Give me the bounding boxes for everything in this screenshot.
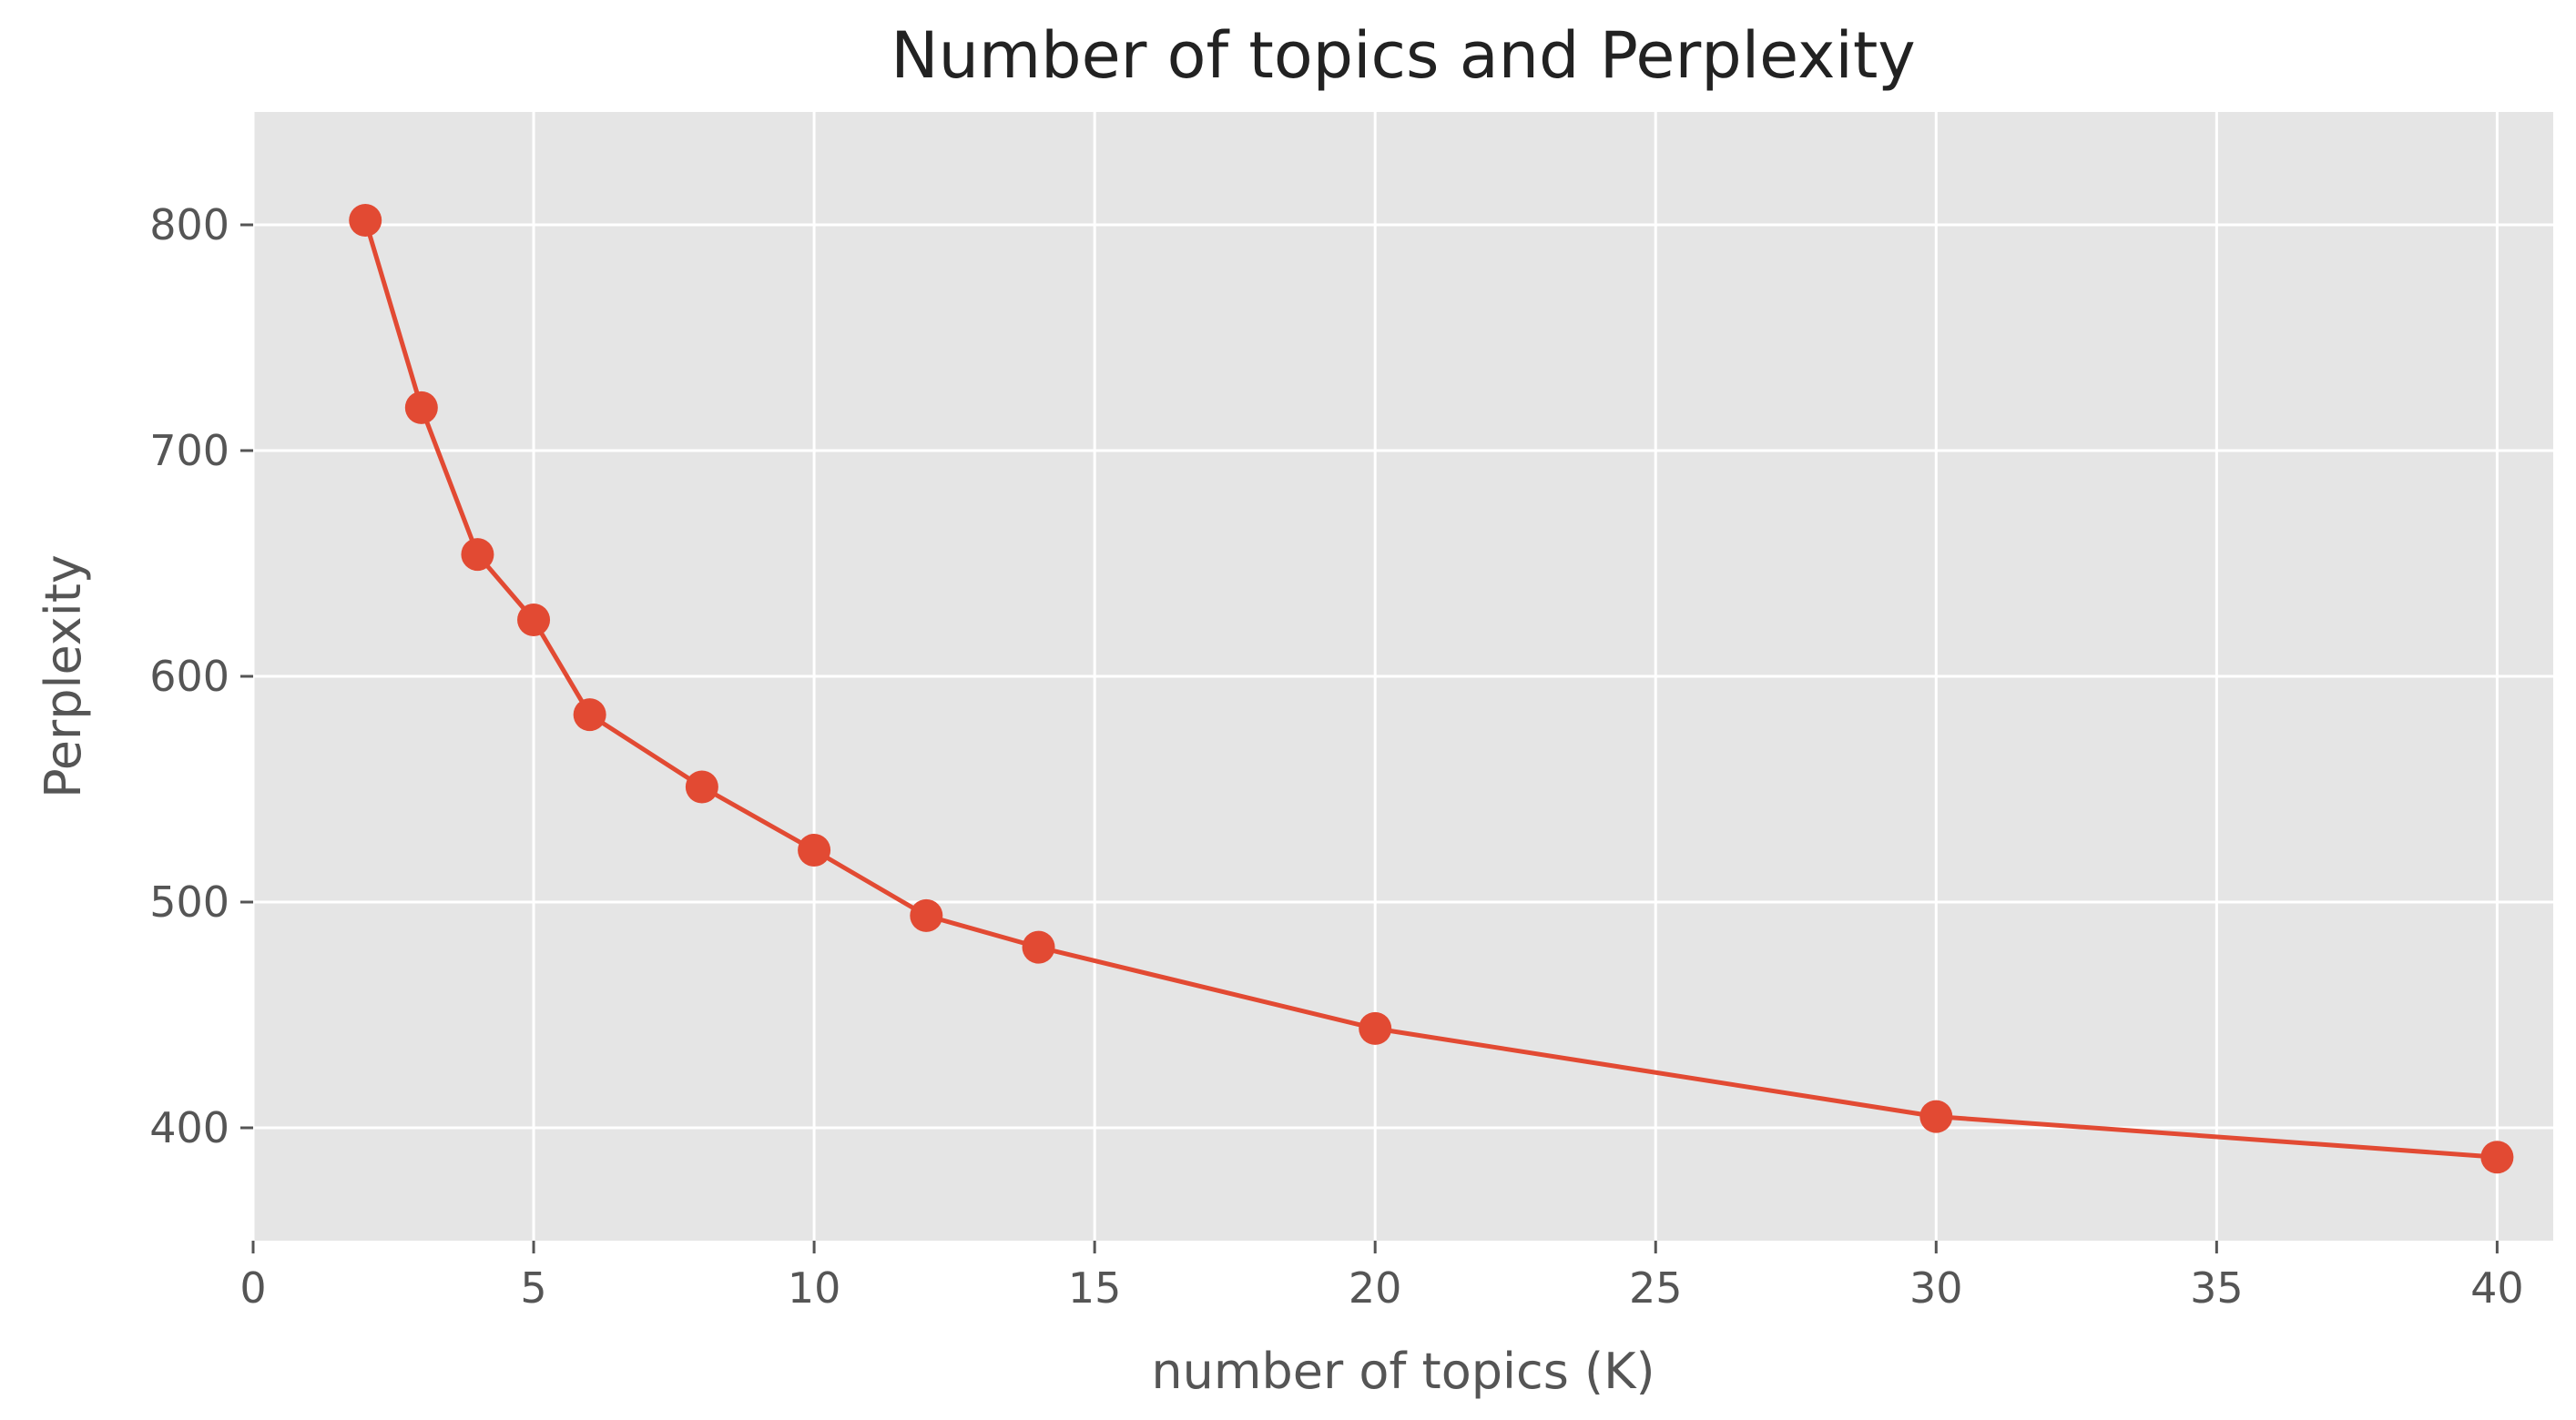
grid: [251, 112, 2553, 1241]
series: [349, 204, 2514, 1174]
y-tick-label: 600: [149, 652, 229, 701]
data-point: [798, 833, 831, 867]
data-point: [1359, 1011, 1392, 1045]
x-tick-label: 25: [1629, 1263, 1683, 1313]
x-axis-label: number of topics (K): [1151, 1343, 1655, 1400]
data-point: [349, 204, 382, 238]
data-point: [573, 698, 606, 732]
data-point: [517, 604, 551, 636]
data-point: [1919, 1100, 1953, 1133]
data-point: [404, 390, 438, 424]
data-point: [910, 898, 943, 932]
y-axis-label: Perplexity: [35, 554, 92, 798]
data-point: [461, 538, 494, 572]
y-tick-label: 700: [149, 426, 229, 475]
x-tick-label: 15: [1068, 1263, 1122, 1313]
ticks: 0 5 10 15 20 25 30 35 40 400 500 600 700 800: [149, 200, 2523, 1313]
x-tick-label: 40: [2470, 1263, 2524, 1313]
y-tick-label: 400: [149, 1103, 229, 1152]
x-tick-label: 20: [1349, 1263, 1402, 1313]
x-tick-label: 30: [1909, 1263, 1963, 1313]
x-tick-label: 5: [520, 1263, 546, 1313]
x-tick-label: 35: [2190, 1263, 2244, 1313]
x-tick-label: 0: [239, 1263, 266, 1313]
y-tick-label: 500: [149, 877, 229, 927]
chart-title: Number of topics and Perplexity: [891, 18, 1916, 93]
data-point: [2480, 1141, 2514, 1174]
y-tick-label: 800: [149, 200, 229, 249]
data-point: [685, 770, 718, 804]
series-line: [362, 218, 2500, 1160]
x-tick-label: 10: [788, 1263, 841, 1313]
data-point: [1022, 930, 1055, 964]
